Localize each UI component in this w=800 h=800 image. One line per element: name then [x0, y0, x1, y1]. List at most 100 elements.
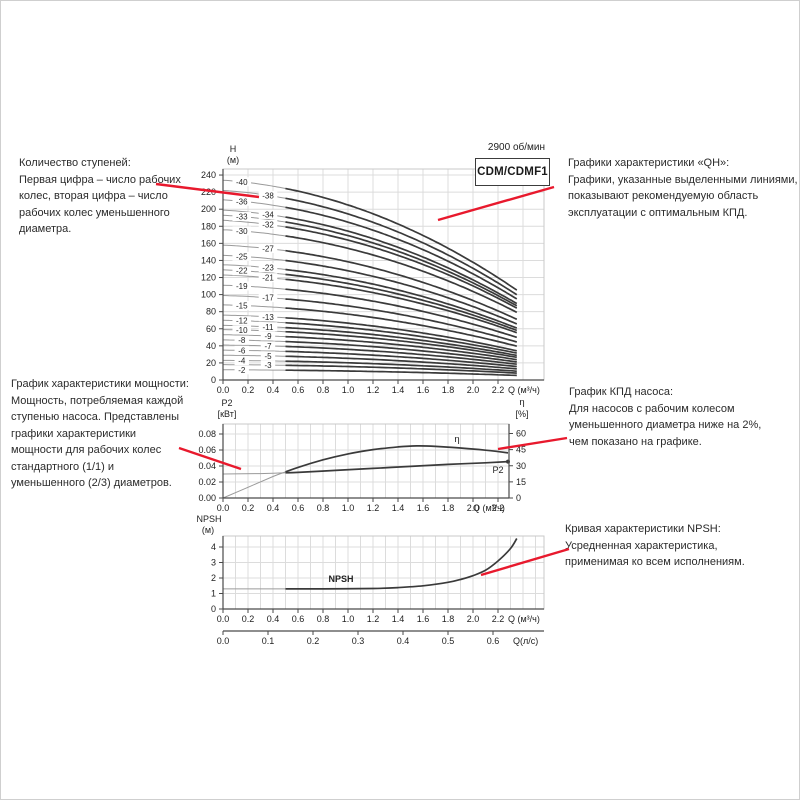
p2-tick-label: 0.00 [198, 493, 216, 503]
qh-curve-n8-thin [222, 339, 287, 343]
x-tick-label: 0.8 [317, 503, 330, 513]
curve-label-bg [232, 325, 252, 335]
curve-label-bg [232, 316, 252, 326]
x-tick-label: 1.8 [442, 503, 455, 513]
qh-curve-n23-thin [222, 264, 287, 271]
qh-curve-n23-bold [285, 268, 518, 329]
qh-curve-n4-bold [285, 360, 517, 373]
curve-label-bg [234, 345, 249, 355]
curve-label-bg [232, 266, 252, 276]
eta-tick-label: 0 [516, 493, 521, 503]
y-tick-label: 240 [201, 170, 216, 180]
x2-tick-label: 0.3 [352, 636, 365, 646]
x-tick-label: 1.6 [417, 385, 430, 395]
qh-curve-n8-bold [285, 340, 517, 363]
qh-curve-n3-bold [285, 364, 517, 374]
qh-curve-n36-thin [222, 199, 287, 208]
curve-label-bg [232, 281, 252, 291]
series-eta-bold [285, 445, 509, 473]
y-tick-label: 80 [206, 307, 216, 317]
qh-curve-label: -5 [264, 352, 272, 361]
eta-tick-label: 60 [516, 429, 526, 439]
x-tick-label: 1.4 [392, 385, 405, 395]
x-tick-label: 2.0 [467, 503, 480, 513]
annotation-line: диаметра. [19, 223, 72, 235]
series-p2-thin [222, 472, 286, 475]
series-eta-thin [222, 471, 286, 499]
x-tick-label: 2.2 [492, 614, 505, 624]
annotation-qh-curves: Графики характеристики «QH»: Графики, ук… [568, 155, 799, 221]
npsh-curve-label: NPSH [328, 574, 353, 584]
x2-tick-label: 0.1 [262, 636, 275, 646]
curve-label-bg [234, 365, 249, 375]
qh-curve-label: -40 [236, 178, 248, 187]
curve-label-bg [232, 300, 252, 310]
annotation-line: Кривая характеристики NPSH: [565, 523, 721, 535]
qh-curve-n36-bold [285, 206, 518, 300]
p2-tick-label: 0.08 [198, 429, 216, 439]
annotation-line: ступенью насоса. Представлены [11, 411, 179, 423]
annotation-stages: Количество ступеней: Первая цифра – числ… [19, 155, 197, 238]
x-tick-label: 0.2 [242, 614, 255, 624]
qh-curve-label: -19 [236, 282, 248, 291]
curve-label-bg [232, 177, 252, 187]
x-tick-label: 0.4 [267, 385, 280, 395]
qh-curve-n25-thin [222, 254, 287, 262]
x-tick-label: 2.0 [467, 614, 480, 624]
y-tick-label: 2 [211, 573, 216, 583]
annotation-line: стандартного (1/1) и [11, 460, 115, 473]
x-tick-label: 0.4 [267, 503, 280, 513]
y-axis-title: (м) [227, 155, 239, 165]
x-tick-label: 0.0 [217, 385, 230, 395]
annotation-line: рабочих колес уменьшенного [19, 206, 170, 219]
x2-tick-label: 0.4 [397, 636, 410, 646]
annotation-line: Графики, указанные выделенными линиями, [568, 173, 798, 186]
curve-label-bg [258, 263, 278, 273]
qh-curve-label: -21 [262, 274, 274, 283]
qh-curve-n27-thin [222, 244, 287, 252]
y-tick-label: 120 [201, 273, 216, 283]
qh-curve-n6-thin [222, 349, 287, 352]
qh-curve-label: -8 [238, 336, 246, 345]
qh-curve-n4-thin [223, 359, 287, 362]
qh-curve-n15-bold [285, 307, 518, 348]
qh-curve-n13-bold [285, 316, 517, 352]
qh-curve-n5-bold [285, 355, 517, 370]
curve-label-bg [234, 335, 249, 345]
x-tick-label: 1.6 [417, 614, 430, 624]
x-tick-label: 0.2 [242, 385, 255, 395]
rpm-label: 2900 об/мин [487, 142, 545, 153]
y-tick-label: 0 [211, 375, 216, 385]
annotation-line: Мощность, потребляемая каждой [11, 394, 184, 407]
x-tick-label: 0.6 [292, 385, 305, 395]
x-tick-label: 1.2 [367, 503, 380, 513]
qh-curve-n12-bold [285, 321, 517, 354]
qh-curve-n27-bold [285, 249, 518, 321]
x2-axis-unit-label: Q(л/с) [513, 636, 538, 646]
x-tick-label: 0.4 [267, 614, 280, 624]
qh-curve-n25-bold [285, 259, 518, 325]
x-tick-label: 1.0 [342, 614, 355, 624]
qh-curve-label: -6 [238, 346, 246, 355]
annotation-line: применимая ко всем исполнениям. [565, 556, 745, 568]
annotation-efficiency: График КПД насоса: Для насосов с рабочим… [569, 384, 799, 450]
annotation-line: Графики характеристики «QH»: [568, 157, 730, 169]
qh-curve-label: -17 [262, 294, 274, 303]
qh-curve-n21-thin [222, 274, 287, 280]
qh-curve-label: -3 [264, 361, 272, 370]
y-axis-title: H [230, 144, 237, 154]
annotation-line: График КПД насоса: [569, 386, 674, 398]
qh-curve-label: -23 [262, 264, 274, 273]
y-tick-label: 220 [201, 187, 216, 197]
x-axis-unit-label: Q (м³/ч) [473, 503, 505, 513]
qh-curve-n2-bold [285, 369, 517, 377]
y-tick-label: 160 [201, 238, 216, 248]
eta-tick-label: 15 [516, 477, 526, 487]
qh-curve-n3-thin [222, 364, 287, 366]
model-label-box: CDM/CDMF1 [475, 158, 550, 186]
curve-label-bg [232, 251, 252, 261]
qh-curve-label: -32 [262, 220, 274, 229]
y-tick-label: 140 [201, 255, 216, 265]
